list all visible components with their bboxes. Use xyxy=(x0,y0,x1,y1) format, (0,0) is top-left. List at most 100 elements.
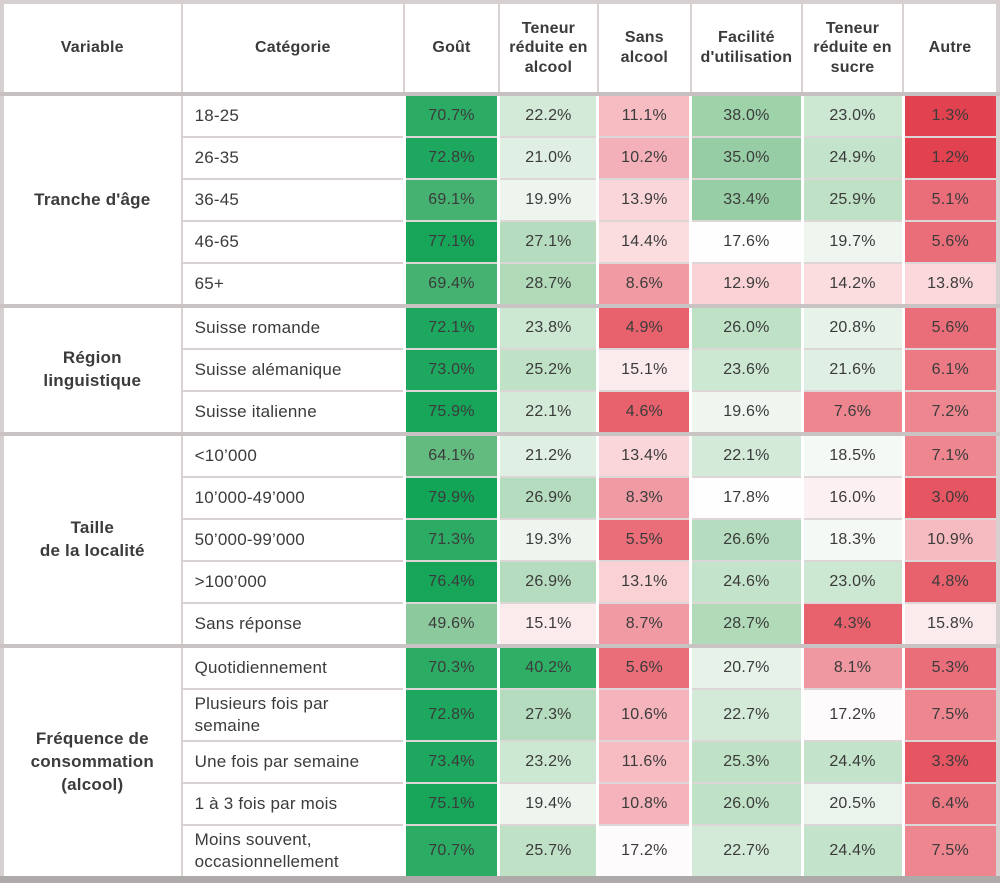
value-cell: 11.6% xyxy=(596,740,693,785)
column-header-teneur-alcool: Teneur réduite en alcool xyxy=(497,1,599,96)
value-cell: 3.0% xyxy=(901,476,1000,520)
value-cell: 70.7% xyxy=(402,824,501,881)
value-cell: 20.7% xyxy=(689,644,804,690)
value-cell: 21.2% xyxy=(497,432,600,478)
category-cell: Quotidiennement xyxy=(180,644,406,690)
value-cell: 28.7% xyxy=(689,602,804,647)
value-cell: 13.1% xyxy=(596,560,693,604)
category-cell: 26-35 xyxy=(180,136,406,180)
category-cell: Une fois par semaine xyxy=(180,740,406,785)
value-cell: 24.6% xyxy=(689,560,804,604)
category-cell: 10’000-49’000 xyxy=(180,476,406,520)
value-cell: 25.2% xyxy=(497,348,600,392)
value-cell: 71.3% xyxy=(402,518,501,562)
value-cell: 75.1% xyxy=(402,782,501,827)
value-cell: 10.8% xyxy=(596,782,693,827)
value-cell: 13.4% xyxy=(596,432,693,478)
value-cell: 1.3% xyxy=(901,92,1000,138)
table-row: 65+ 69.4% 28.7% 8.6% 12.9% 14.2% 13.8% xyxy=(2,262,1000,307)
value-cell: 23.0% xyxy=(800,92,905,138)
category-cell: >100’000 xyxy=(180,560,406,604)
value-cell: 7.5% xyxy=(901,824,1000,881)
value-cell: 72.8% xyxy=(402,136,501,180)
value-cell: 3.3% xyxy=(901,740,1000,785)
value-cell: 4.8% xyxy=(901,560,1000,604)
value-cell: 6.1% xyxy=(901,348,1000,392)
value-cell: 26.9% xyxy=(497,476,600,520)
column-header-variable: Variable xyxy=(1,1,183,96)
value-cell: 19.6% xyxy=(689,390,804,435)
value-cell: 1.2% xyxy=(901,136,1000,180)
category-cell: 1 à 3 fois par mois xyxy=(180,782,406,827)
value-cell: 5.5% xyxy=(596,518,693,562)
table-row: Région linguistique Suisse romande 72.1% 23… xyxy=(1,304,1000,435)
variable-cell: Tranche d'âge xyxy=(1,92,183,307)
value-cell: 69.1% xyxy=(402,178,501,222)
value-cell: 7.5% xyxy=(901,687,1000,743)
table-row: Une fois par semaine 73.4% 23.2% 11.6% 25.3%… xyxy=(2,740,1000,785)
variable-cell: Région linguistique xyxy=(1,304,183,435)
value-cell: 24.4% xyxy=(800,740,905,785)
value-cell: 21.6% xyxy=(800,348,905,392)
category-cell: 18-25 xyxy=(180,92,406,138)
value-cell: 24.4% xyxy=(800,824,905,881)
value-cell: 27.3% xyxy=(497,687,600,743)
value-cell: 49.6% xyxy=(402,602,501,647)
variable-cell: Fréquence de consommation (alcool) xyxy=(1,644,183,881)
value-cell: 23.8% xyxy=(497,304,600,350)
value-cell: 24.9% xyxy=(800,136,905,180)
value-cell: 73.0% xyxy=(402,348,501,392)
value-cell: 26.9% xyxy=(497,560,600,604)
value-cell: 4.6% xyxy=(596,390,693,435)
category-cell: Suisse romande xyxy=(180,304,406,350)
value-cell: 12.9% xyxy=(689,262,804,307)
value-cell: 33.4% xyxy=(689,178,804,222)
variable-cell: Taille de la localité xyxy=(1,432,183,647)
value-cell: 21.0% xyxy=(497,136,600,180)
value-cell: 22.2% xyxy=(497,92,600,138)
table-row: >100’000 76.4% 26.9% 13.1% 24.6% 23.0% 4.8% xyxy=(2,560,1000,604)
value-cell: 26.0% xyxy=(689,304,804,350)
value-cell: 5.6% xyxy=(901,220,1000,264)
value-cell: 17.6% xyxy=(689,220,804,264)
value-cell: 25.9% xyxy=(800,178,905,222)
value-cell: 27.1% xyxy=(497,220,600,264)
value-cell: 77.1% xyxy=(402,220,501,264)
value-cell: 5.1% xyxy=(901,178,1000,222)
value-cell: 17.2% xyxy=(596,824,693,881)
value-cell: 35.0% xyxy=(689,136,804,180)
value-cell: 5.6% xyxy=(596,644,693,690)
value-cell: 17.2% xyxy=(800,687,905,743)
column-header-categorie: Catégorie xyxy=(180,1,406,96)
table-row: Suisse italienne 75.9% 22.1% 4.6% 19.6% 7.6% 7… xyxy=(2,390,1000,435)
value-cell: 19.9% xyxy=(497,178,600,222)
column-header-autre: Autre xyxy=(902,1,999,96)
value-cell: 20.5% xyxy=(800,782,905,827)
value-cell: 19.4% xyxy=(497,782,600,827)
value-cell: 13.9% xyxy=(596,178,693,222)
value-cell: 23.2% xyxy=(497,740,600,785)
table-row: 10’000-49’000 79.9% 26.9% 8.3% 17.8% 16.0% 3.0… xyxy=(2,476,1000,520)
value-cell: 72.8% xyxy=(402,687,501,743)
category-cell: Moins souvent, occasionnellement xyxy=(180,824,406,881)
value-cell: 15.1% xyxy=(497,602,600,647)
value-cell: 28.7% xyxy=(497,262,600,307)
category-cell: 46-65 xyxy=(180,220,406,264)
value-cell: 22.1% xyxy=(689,432,804,478)
category-cell: Plusieurs fois par semaine xyxy=(180,687,406,743)
value-cell: 4.3% xyxy=(800,602,905,647)
table-row: 26-35 72.8% 21.0% 10.2% 35.0% 24.9% 1.2% xyxy=(2,136,1000,180)
value-cell: 19.3% xyxy=(497,518,600,562)
category-cell: Sans réponse xyxy=(180,602,406,647)
value-cell: 22.7% xyxy=(689,824,804,881)
value-cell: 25.3% xyxy=(689,740,804,785)
table-row: Suisse alémanique 73.0% 25.2% 15.1% 23.6% 21.… xyxy=(2,348,1000,392)
value-cell: 20.8% xyxy=(800,304,905,350)
value-cell: 15.1% xyxy=(596,348,693,392)
value-cell: 8.1% xyxy=(800,644,905,690)
value-cell: 5.6% xyxy=(901,304,1000,350)
value-cell: 40.2% xyxy=(497,644,600,690)
value-cell: 23.0% xyxy=(800,560,905,604)
value-cell: 64.1% xyxy=(402,432,501,478)
value-cell: 22.1% xyxy=(497,390,600,435)
